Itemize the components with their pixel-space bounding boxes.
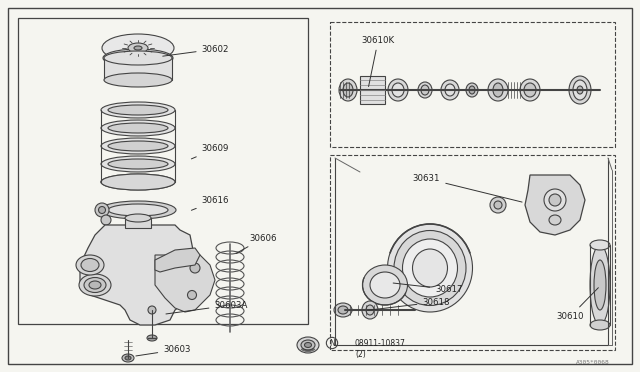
Ellipse shape — [441, 80, 459, 100]
Ellipse shape — [101, 174, 175, 190]
Ellipse shape — [95, 203, 109, 217]
Text: N: N — [329, 339, 335, 347]
Ellipse shape — [403, 239, 458, 297]
Bar — [360, 76, 385, 104]
Ellipse shape — [122, 354, 134, 362]
Ellipse shape — [102, 34, 174, 62]
Bar — [18, 18, 308, 324]
Ellipse shape — [334, 303, 352, 317]
Ellipse shape — [125, 356, 131, 360]
Ellipse shape — [362, 301, 378, 319]
Polygon shape — [525, 175, 585, 235]
Ellipse shape — [103, 49, 173, 67]
Ellipse shape — [590, 240, 610, 250]
Ellipse shape — [524, 83, 536, 97]
Text: 30606: 30606 — [236, 234, 277, 253]
Ellipse shape — [125, 214, 151, 222]
Text: 30602: 30602 — [163, 45, 229, 56]
Polygon shape — [155, 248, 200, 272]
Ellipse shape — [366, 305, 374, 315]
Text: (2): (2) — [355, 350, 365, 359]
Ellipse shape — [520, 79, 540, 101]
Ellipse shape — [392, 83, 404, 97]
Ellipse shape — [469, 86, 475, 94]
Ellipse shape — [544, 189, 566, 211]
Ellipse shape — [101, 156, 175, 172]
Ellipse shape — [108, 204, 168, 216]
Ellipse shape — [569, 76, 591, 104]
Ellipse shape — [108, 159, 168, 169]
Ellipse shape — [577, 86, 583, 94]
Ellipse shape — [101, 138, 175, 154]
Ellipse shape — [370, 272, 400, 298]
Ellipse shape — [413, 249, 447, 287]
Text: 30609: 30609 — [191, 144, 229, 159]
Ellipse shape — [339, 79, 357, 101]
Text: A305*0068: A305*0068 — [576, 359, 610, 365]
Text: 30617: 30617 — [393, 283, 463, 294]
Ellipse shape — [89, 281, 101, 289]
Ellipse shape — [488, 79, 508, 101]
Ellipse shape — [394, 231, 466, 305]
Ellipse shape — [362, 265, 408, 305]
Polygon shape — [155, 255, 215, 312]
Ellipse shape — [188, 291, 196, 299]
Bar — [104, 58, 172, 80]
Text: 30618: 30618 — [367, 298, 450, 310]
Ellipse shape — [101, 215, 111, 225]
Ellipse shape — [594, 260, 606, 310]
Ellipse shape — [493, 83, 503, 97]
Ellipse shape — [104, 51, 172, 65]
Text: 30603: 30603 — [136, 345, 191, 356]
Text: 30616: 30616 — [191, 196, 229, 210]
Ellipse shape — [305, 343, 312, 347]
Ellipse shape — [134, 46, 142, 50]
Bar — [330, 155, 615, 350]
Text: 08911-10837: 08911-10837 — [355, 339, 406, 347]
Ellipse shape — [387, 224, 472, 312]
Ellipse shape — [101, 174, 175, 190]
Ellipse shape — [147, 335, 157, 341]
Ellipse shape — [128, 43, 148, 53]
Ellipse shape — [590, 245, 610, 325]
Text: 30610: 30610 — [557, 288, 598, 321]
Ellipse shape — [494, 201, 502, 209]
Ellipse shape — [549, 215, 561, 225]
Ellipse shape — [148, 306, 156, 314]
Ellipse shape — [573, 80, 587, 100]
Ellipse shape — [108, 177, 168, 187]
Ellipse shape — [99, 206, 106, 214]
Ellipse shape — [421, 85, 429, 95]
Ellipse shape — [301, 340, 315, 350]
Ellipse shape — [418, 82, 432, 98]
Ellipse shape — [108, 123, 168, 133]
Ellipse shape — [490, 197, 506, 213]
Ellipse shape — [388, 79, 408, 101]
Text: 30610K: 30610K — [362, 36, 395, 87]
Ellipse shape — [590, 320, 610, 330]
Ellipse shape — [81, 259, 99, 272]
Ellipse shape — [101, 102, 175, 118]
Bar — [330, 22, 615, 147]
Ellipse shape — [101, 120, 175, 136]
Ellipse shape — [109, 52, 167, 64]
Text: 30603A: 30603A — [166, 301, 248, 314]
Ellipse shape — [104, 73, 172, 87]
Ellipse shape — [445, 84, 455, 96]
Ellipse shape — [108, 105, 168, 115]
Ellipse shape — [100, 201, 176, 219]
Polygon shape — [80, 225, 200, 325]
Bar — [125, 218, 151, 228]
Text: 30631: 30631 — [413, 174, 522, 202]
Ellipse shape — [108, 141, 168, 151]
Ellipse shape — [297, 337, 319, 353]
Ellipse shape — [343, 83, 353, 97]
Ellipse shape — [338, 306, 348, 314]
Ellipse shape — [79, 274, 111, 296]
Ellipse shape — [466, 83, 478, 97]
Ellipse shape — [84, 278, 106, 292]
Ellipse shape — [190, 263, 200, 273]
Ellipse shape — [76, 255, 104, 275]
Ellipse shape — [549, 194, 561, 206]
